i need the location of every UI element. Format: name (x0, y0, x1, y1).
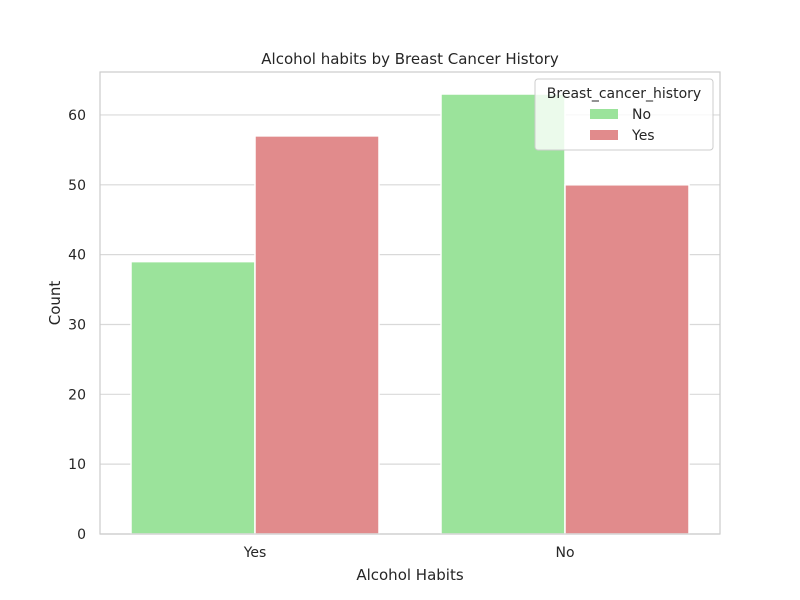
bar-yes-series-yes (254, 135, 380, 535)
x-tick-label: No (555, 545, 574, 561)
bar-no-series-yes (564, 184, 690, 535)
chart-title: Alcohol habits by Breast Cancer History (261, 50, 559, 68)
y-tick-label: 0 (77, 527, 86, 543)
plot-frame (99, 71, 721, 535)
legend-swatch-no (590, 109, 618, 119)
x-tick-label: Yes (243, 545, 267, 561)
legend-swatch-yes (590, 130, 618, 140)
y-tick-label: 20 (68, 387, 86, 403)
legend-label-no: No (632, 107, 651, 123)
y-axis-label: Count (46, 281, 64, 326)
bar-no-series-no (440, 93, 566, 535)
legend-label-yes: Yes (631, 128, 655, 144)
y-tick-label: 10 (68, 457, 86, 473)
y-axis-ticks: 0 10 20 30 40 50 60 (68, 108, 86, 543)
legend-box (534, 78, 714, 151)
y-tick-label: 50 (68, 178, 86, 194)
x-axis-label: Alcohol Habits (356, 566, 464, 584)
y-tick-label: 40 (68, 248, 86, 264)
legend-title: Breast_cancer_history (547, 86, 701, 102)
bar-yes-series-no (130, 260, 256, 535)
y-tick-label: 30 (68, 317, 86, 333)
legend: Breast_cancer_history No Yes (534, 78, 714, 151)
y-tick-label: 60 (68, 108, 86, 124)
x-axis-ticks: Yes No (243, 545, 575, 561)
